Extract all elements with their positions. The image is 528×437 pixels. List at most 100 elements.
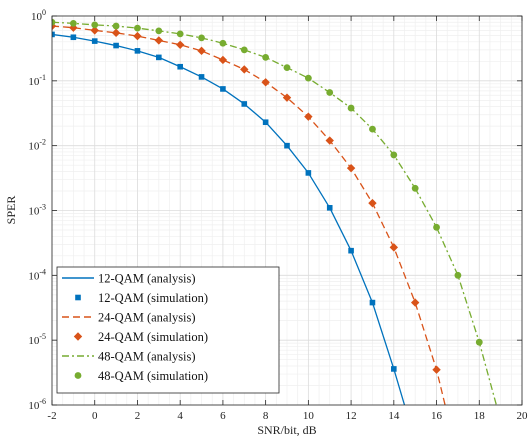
x-tick-label: 8: [263, 410, 269, 422]
data-point: [198, 74, 205, 80]
x-tick-label: 6: [220, 410, 226, 422]
data-point: [240, 46, 248, 54]
data-point: [389, 243, 399, 252]
data-point: [325, 136, 334, 145]
data-point: [391, 366, 397, 372]
data-point: [154, 36, 164, 45]
y-tick-label: 10-3: [28, 203, 46, 218]
x-tick-label: 20: [517, 410, 528, 422]
data-point: [218, 55, 228, 65]
legend-item-6: 48-QAM (simulation): [74, 369, 208, 383]
data-point: [454, 271, 462, 279]
data-point: [69, 19, 77, 27]
y-tick-label: 10-1: [28, 73, 46, 88]
data-point: [283, 64, 291, 71]
data-point: [262, 119, 269, 126]
x-axis-title: SNR/bit, dB: [257, 423, 316, 437]
data-point: [326, 89, 334, 96]
legend-label: 48-QAM (simulation): [98, 369, 208, 383]
data-point: [91, 21, 99, 29]
data-point: [176, 30, 184, 38]
legend-marker-swatch: [75, 294, 81, 301]
tick-labels: -2 0 2 4 6 8 10 12 14 16 18 20 100 10-1 10-2 10-3 10-4 10…: [28, 8, 528, 422]
legend-marker-swatch: [74, 372, 82, 379]
data-point: [240, 65, 249, 74]
data-point: [284, 142, 290, 149]
data-point: [348, 247, 354, 254]
ticks: [51, 15, 523, 406]
data-point: [261, 78, 270, 87]
data-point: [432, 365, 441, 374]
data-point: [369, 299, 376, 306]
data-point: [197, 46, 206, 56]
data-point: [198, 34, 205, 42]
data-point: [390, 151, 398, 159]
x-tick-label: 10: [303, 410, 315, 422]
data-point: [219, 39, 227, 47]
data-point: [347, 104, 355, 112]
data-point: [304, 74, 312, 82]
data-point: [175, 40, 185, 49]
data-point: [262, 53, 270, 61]
data-point: [241, 101, 248, 107]
data-point: [155, 27, 163, 35]
data-point: [326, 205, 333, 211]
legend-label: 24-QAM (simulation): [98, 330, 208, 344]
data-point: [134, 48, 141, 54]
legend-item-2: 12-QAM (simulation): [75, 291, 208, 305]
data-point: [305, 170, 312, 176]
data-point: [112, 22, 120, 30]
series-5: [52, 21, 497, 405]
series-4: [52, 21, 441, 374]
data-point: [369, 125, 376, 133]
y-tick-label: 10-4: [28, 267, 46, 282]
legend: 12-QAM (analysis) 12-QAM (simulation) 24-Q…: [56, 266, 280, 394]
data-point: [410, 298, 420, 307]
data-point: [70, 34, 77, 41]
data-point: [304, 112, 313, 121]
data-point: [52, 18, 56, 26]
data-point: [177, 63, 183, 70]
series-line: [52, 33, 406, 405]
data-point: [282, 93, 292, 102]
x-tick-label: 12: [346, 410, 357, 422]
y-tick-label: 100: [31, 8, 46, 23]
series-line: [52, 21, 497, 405]
series-2: [52, 31, 397, 372]
data-point: [113, 42, 119, 49]
y-axis-title: SPER: [4, 196, 18, 225]
data-point: [156, 54, 162, 61]
data-point: [52, 31, 55, 38]
data-point: [346, 163, 356, 173]
legend-label: 24-QAM (analysis): [98, 311, 196, 325]
x-tick-label: 16: [431, 410, 443, 422]
legend-item-5: 48-QAM (analysis): [62, 350, 196, 364]
data-point: [411, 184, 419, 192]
data-point: [475, 338, 483, 346]
y-tick-label: 10-6: [28, 397, 46, 412]
legend-item-1: 12-QAM (analysis): [62, 272, 196, 286]
legend-item-3: 24-QAM (analysis): [62, 311, 196, 325]
data-point: [220, 86, 226, 92]
series-6: [52, 18, 483, 346]
x-tick-label: 0: [92, 410, 98, 422]
x-tick-label: -2: [47, 410, 56, 422]
legend-label: 48-QAM (analysis): [98, 350, 196, 364]
data-point: [111, 28, 121, 38]
y-tick-label: 10-2: [28, 138, 46, 153]
legend-marker-swatch: [73, 332, 83, 341]
data-point: [91, 38, 98, 44]
x-tick-label: 4: [177, 410, 183, 422]
data-point: [134, 24, 141, 32]
series-1: [52, 33, 406, 405]
data-point: [90, 26, 99, 35]
legend-item-4: 24-QAM (simulation): [73, 330, 208, 344]
x-tick-label: 14: [388, 410, 400, 422]
legend-box: [56, 266, 280, 394]
data-point: [368, 198, 377, 208]
series-layer: [52, 18, 497, 405]
x-tick-label: 18: [474, 410, 486, 422]
data-point: [433, 223, 440, 231]
legend-label: 12-QAM (analysis): [98, 272, 196, 286]
